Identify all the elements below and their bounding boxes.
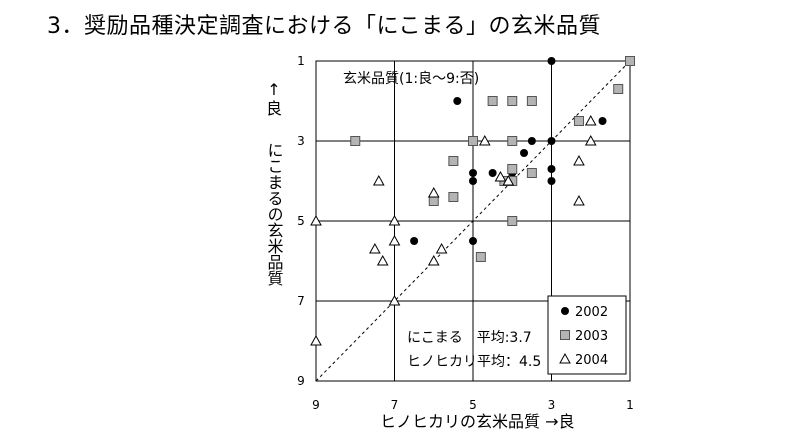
data-point-2003 [428,196,439,206]
data-point-2004 [372,174,385,186]
legend-label-2003: 2003 [575,329,608,344]
data-point-2004 [388,214,401,226]
data-point-2003 [350,136,361,146]
y-tick-label: 9 [297,374,305,388]
y-tick-label: 3 [297,134,305,148]
data-point-2002 [547,137,556,145]
data-point-2003 [507,164,518,174]
legend-label-2004: 2004 [575,353,608,368]
data-point-2003 [625,56,635,66]
data-point-2003 [487,96,498,106]
data-point-2003 [526,96,537,106]
chart-title: 3．奨励品種決定調査における「にこまる」の玄米品質 [47,14,602,39]
y-tick-label: 1 [297,54,305,68]
legend-marker-2003 [560,330,570,340]
data-point-2003 [507,216,518,226]
tick-labels: 9 7 5 3 1 1 3 5 7 9 [297,54,634,412]
data-point-2003 [475,252,486,262]
x-tick-label: 3 [548,398,556,412]
data-point-2003 [468,136,478,146]
data-point-2003 [613,84,624,94]
data-point-2004 [310,214,322,226]
data-point-2003 [507,136,518,146]
diagonal-reference-line [315,60,631,382]
legend-marker-2002 [561,307,569,315]
legend-label-2002: 2002 [575,305,608,320]
data-point-2004 [502,174,515,186]
data-point-2003 [448,156,459,166]
x-tick-label: 7 [391,398,399,412]
data-point-2002 [598,117,607,125]
data-point-2004 [584,134,597,146]
data-point-2003 [526,168,537,178]
data-point-2003 [448,192,459,202]
y-axis-good-label: 良 [265,99,282,118]
data-point-2002 [547,177,556,185]
x-tick-label: 5 [469,398,477,412]
data-point-2004 [573,154,585,166]
data-point-2002 [520,149,529,157]
nikomaru-mean-annotation: にこまる 平均:3.7 [407,330,532,346]
data-point-2002 [469,169,477,177]
data-points [310,56,635,346]
y-axis-up-arrow: ↑ [267,80,281,99]
data-point-2002 [469,237,477,245]
data-point-2003 [507,96,518,106]
data-point-2002 [453,97,462,105]
data-point-2004 [388,294,401,306]
data-point-2004 [376,254,389,266]
y-tick-label: 7 [297,294,305,308]
data-point-2004 [478,134,491,146]
y-axis-label: ↑ 良 にこまるの玄米品質 [261,80,287,286]
data-point-2002 [488,169,497,177]
y-tick-label: 5 [297,214,305,228]
data-point-2002 [410,237,419,245]
data-point-2004 [427,186,440,198]
data-point-2004 [494,170,507,182]
legend-marker-2004 [559,352,571,364]
data-point-2002 [527,137,536,145]
data-point-2004 [573,194,585,206]
x-axis-label: ヒノヒカリの玄米品質 →良 [380,412,575,431]
data-point-2004 [388,234,401,246]
scale-annotation: 玄米品質(1:良～9:否) [343,70,479,87]
data-point-2004 [369,242,381,254]
data-point-2004 [584,114,597,126]
data-point-2002 [469,177,477,185]
y-axis-title: にこまるの玄米品質 [264,142,284,286]
data-point-2004 [427,254,440,266]
data-point-2002 [547,165,556,173]
x-tick-label: 1 [626,398,634,412]
data-point-2002 [547,57,556,65]
data-point-2003 [573,116,584,126]
x-tick-label: 9 [312,398,320,412]
legend: 2002 2003 2004 [547,295,627,375]
data-point-2004 [435,242,448,254]
hinohikari-mean-annotation: ヒノヒカリ平均：4.5 [407,354,541,370]
data-point-2004 [310,334,322,346]
